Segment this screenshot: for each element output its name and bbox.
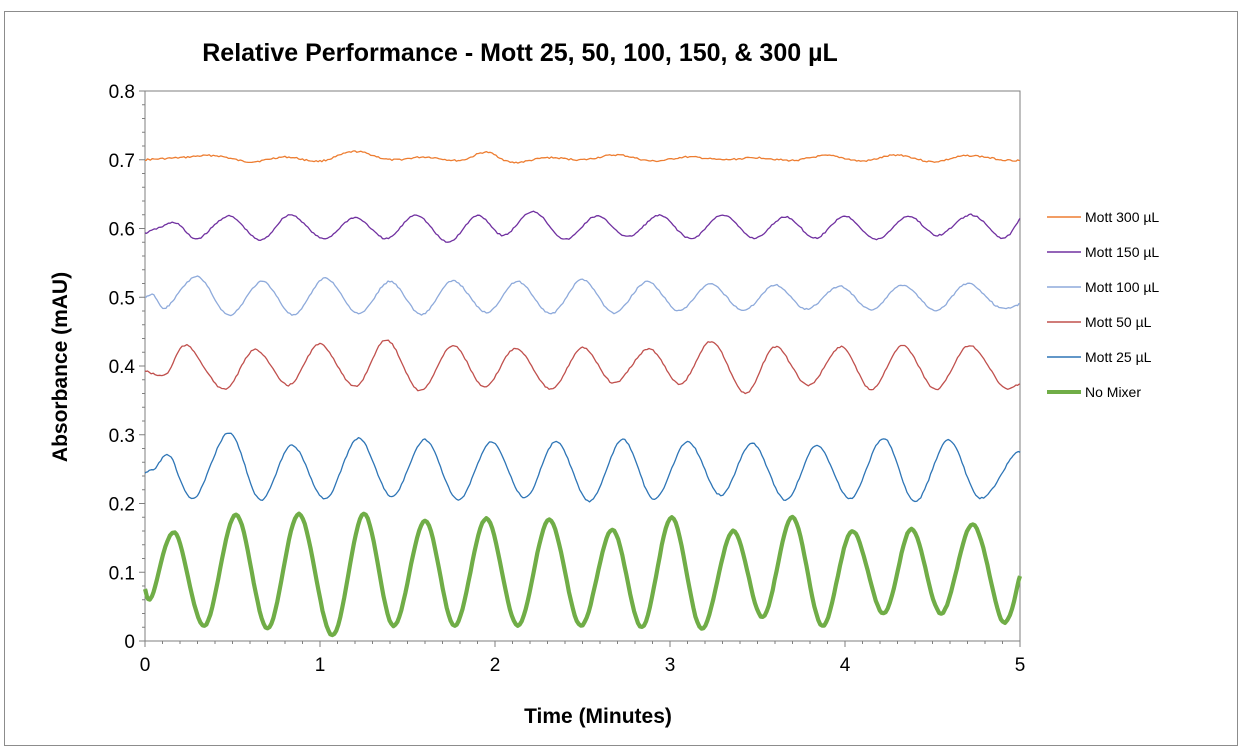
y-axis-title: Absorbance (mAU) <box>49 272 72 462</box>
y-tick-label: 0.4 <box>109 357 136 378</box>
x-axis-ticks: 0 1 2 3 4 5 <box>140 641 1026 676</box>
series-line-nomixer <box>142 511 1022 638</box>
x-tick-label: 3 <box>665 655 676 676</box>
chart-frame <box>4 11 1238 746</box>
y-tick-label: 0.8 <box>109 82 135 103</box>
legend-label-nomixer: No Mixer <box>1085 384 1141 400</box>
series-line-mott25 <box>144 432 1021 503</box>
y-tick-label: 0.1 <box>109 563 135 584</box>
series-line-mott100 <box>144 275 1020 317</box>
legend-label-mott50: Mott 50 µL <box>1085 314 1152 330</box>
legend-label-mott100: Mott 100 µL <box>1085 279 1159 295</box>
x-tick-label: 5 <box>1015 655 1026 676</box>
y-tick-label: 0.7 <box>109 151 135 172</box>
legend-label-mott150: Mott 150 µL <box>1085 244 1159 260</box>
y-tick-label: 0 <box>124 632 135 653</box>
x-tick-label: 1 <box>315 655 326 676</box>
x-tick-label: 4 <box>840 655 851 676</box>
chart-title: Relative Performance - Mott 25, 50, 100,… <box>202 39 838 67</box>
series-line-mott150 <box>144 210 1021 243</box>
series-line-mott50 <box>144 339 1021 395</box>
y-tick-label: 0.6 <box>109 220 135 241</box>
y-tick-label: 0.5 <box>109 288 135 309</box>
y-axis-ticks: 0 0.1 0.2 0.3 0.4 0.5 0.6 0.7 0.8 <box>109 82 145 653</box>
legend-label-mott25: Mott 25 µL <box>1085 349 1152 365</box>
x-tick-label: 2 <box>490 655 501 676</box>
plot-area <box>142 90 1022 642</box>
series-line-mott300 <box>145 150 1021 164</box>
x-tick-label: 0 <box>140 655 151 676</box>
y-tick-label: 0.2 <box>109 495 135 516</box>
x-axis-title: Time (Minutes) <box>524 705 672 728</box>
legend: Mott 300 µL Mott 150 µL Mott 100 µL Mott 50… <box>1047 209 1159 400</box>
plot-border <box>144 90 1021 642</box>
legend-label-mott300: Mott 300 µL <box>1085 209 1159 225</box>
y-tick-label: 0.3 <box>109 426 135 447</box>
